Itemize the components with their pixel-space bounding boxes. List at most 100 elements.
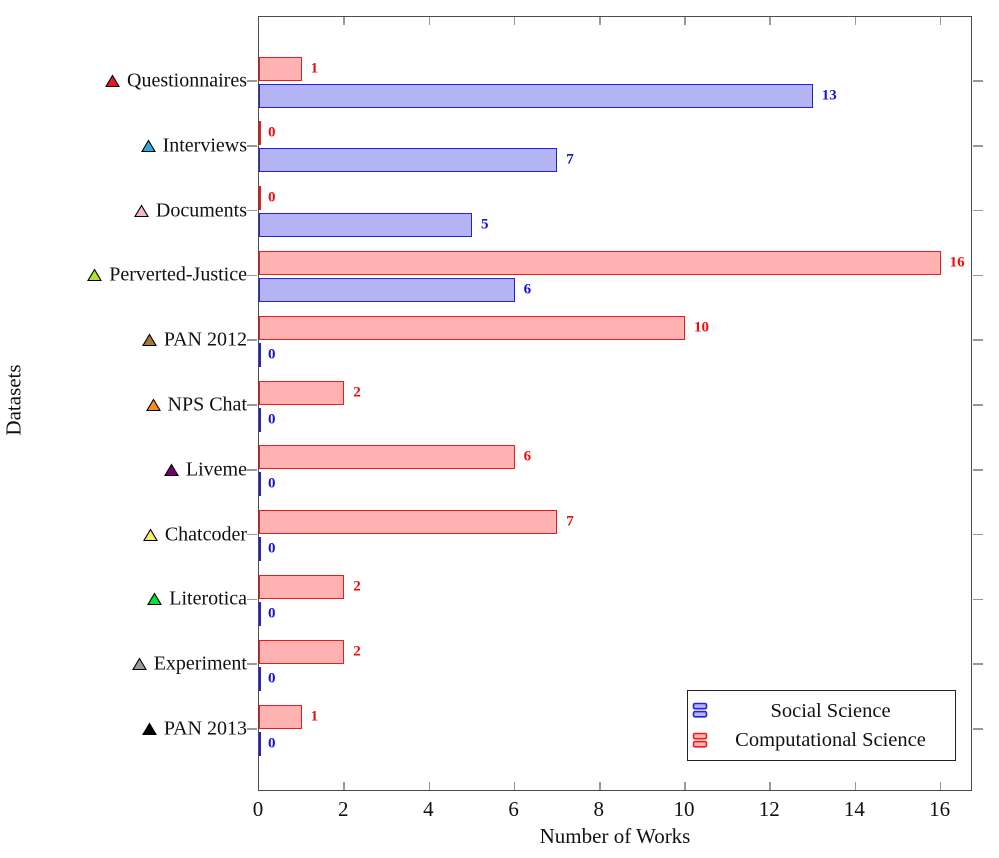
x-axis-tick — [513, 782, 516, 790]
bar-glyph-icon — [692, 732, 708, 748]
value-label: 1 — [310, 708, 319, 724]
data-bar — [259, 250, 941, 275]
category-label-text: Perverted-Justice — [109, 263, 247, 286]
value-label: 6 — [523, 281, 532, 298]
y-axis-tick — [247, 209, 257, 212]
triangle-icon — [133, 204, 149, 217]
value-label: 1 — [310, 60, 319, 76]
triangle-icon — [147, 592, 163, 606]
value-label: 0 — [268, 411, 276, 427]
data-bar — [259, 148, 558, 173]
triangle-icon — [163, 463, 179, 476]
category-label-text: Experiment — [153, 652, 247, 675]
category-label: Interviews — [0, 134, 247, 157]
legend-label: Social Science — [770, 699, 891, 722]
triangle-icon — [140, 139, 156, 152]
x-axis-tick-top — [684, 17, 686, 25]
value-label: 0 — [268, 605, 276, 622]
x-tick-label: 16 — [929, 797, 951, 821]
x-tick-label: 2 — [337, 797, 349, 821]
category-label-text: Literotica — [169, 587, 247, 610]
value-label: 0 — [268, 475, 276, 492]
data-bar — [259, 639, 345, 664]
y-axis-tick — [247, 533, 257, 536]
category-label: Perverted-Justice — [0, 264, 247, 287]
y-axis-tick-right — [973, 209, 983, 212]
category-label: Liveme — [0, 458, 247, 481]
category-label: PAN 2013 — [0, 718, 247, 741]
plot-area: 1 13 0 7 0 5 16 6 10 0 2 0 6 0 7 0 2 0 2 0 1 0 — [258, 16, 972, 791]
data-bar — [259, 380, 345, 405]
x-axis-tick — [599, 782, 601, 790]
category-label-text: PAN 2013 — [163, 717, 247, 740]
data-bar — [259, 445, 515, 470]
category-label-text: PAN 2012 — [163, 328, 247, 351]
legend-label: Computational Science — [735, 728, 926, 751]
x-tick-label: 10 — [673, 797, 695, 821]
triangle-icon — [105, 74, 120, 88]
legend-item-social-science: Social Science — [692, 700, 951, 723]
category-label-text: Interviews — [162, 134, 247, 157]
x-axis-title: Number of Works — [539, 824, 691, 848]
category-label: Experiment — [0, 653, 247, 676]
data-bar — [259, 315, 685, 340]
legend-item-computational-science: Computational Science — [692, 729, 951, 752]
value-label: 6 — [523, 448, 532, 465]
y-axis-tick-right — [973, 469, 983, 471]
category-label-text: Chatcoder — [164, 523, 247, 546]
value-label: 16 — [949, 254, 965, 271]
value-label: 0 — [268, 124, 276, 141]
y-axis-tick-right — [973, 598, 983, 601]
x-axis-tick-top — [769, 17, 771, 25]
x-axis-tick-top — [513, 17, 516, 25]
value-label: 7 — [566, 513, 574, 530]
data-bar — [259, 510, 558, 535]
value-label: 0 — [268, 735, 276, 751]
value-label: 10 — [694, 319, 709, 336]
y-axis-tick-right — [973, 145, 983, 147]
y-axis-tick-right — [973, 274, 983, 277]
x-tick-label: 6 — [508, 797, 519, 821]
value-label: 0 — [268, 670, 276, 687]
y-axis-tick — [247, 274, 257, 277]
category-label-text: Questionnaires — [127, 69, 247, 92]
data-bar-zero — [259, 186, 261, 211]
x-tick-label: 14 — [843, 797, 865, 821]
value-label: 0 — [268, 346, 276, 363]
data-bar — [259, 213, 472, 238]
value-label: 0 — [268, 540, 276, 557]
triangle-icon — [141, 333, 157, 347]
data-bar-zero — [259, 666, 261, 691]
x-axis-tick — [684, 782, 686, 790]
data-bar-zero — [259, 407, 261, 432]
x-tick-label: 4 — [423, 797, 434, 821]
data-bar-zero — [259, 601, 261, 626]
y-axis-tick — [247, 598, 257, 601]
triangle-icon — [141, 722, 157, 736]
category-label: Documents — [0, 199, 247, 222]
x-axis-tick-top — [599, 17, 601, 25]
value-label: 2 — [353, 384, 361, 400]
bar-glyph-icon — [692, 703, 708, 718]
value-label: 13 — [821, 87, 837, 103]
data-bar-zero — [259, 342, 261, 367]
data-bar-zero — [259, 472, 261, 497]
x-axis-tick-top — [854, 17, 857, 25]
y-axis-tick-right — [973, 533, 983, 536]
value-label: 0 — [268, 189, 276, 206]
value-label: 7 — [566, 151, 574, 168]
category-label-text: Documents — [155, 199, 247, 222]
data-bar — [259, 83, 813, 108]
y-axis-tick-right — [973, 404, 983, 406]
triangle-icon — [142, 528, 158, 541]
x-tick-label: 0 — [252, 797, 264, 821]
data-bar — [259, 56, 302, 81]
category-label-text: NPS Chat — [167, 393, 247, 416]
value-label: 5 — [481, 216, 489, 233]
y-axis-tick — [247, 145, 257, 147]
category-label: NPS Chat — [0, 394, 247, 417]
x-axis-tick — [343, 782, 345, 790]
y-axis-tick — [247, 469, 257, 471]
x-axis-tick — [769, 782, 771, 790]
y-axis-tick — [247, 663, 257, 665]
